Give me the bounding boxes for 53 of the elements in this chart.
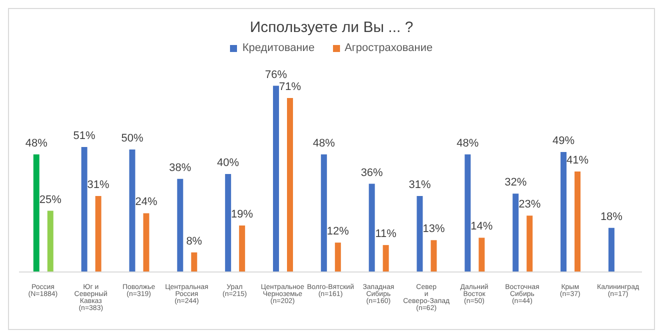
data-label: 31% — [87, 179, 110, 192]
bar — [464, 154, 471, 272]
data-label: 76% — [264, 68, 288, 81]
bar — [368, 184, 375, 272]
data-label: 41% — [566, 154, 589, 167]
data-label: 8% — [186, 235, 202, 248]
data-label: 23% — [518, 198, 541, 211]
data-label: 11% — [375, 228, 397, 240]
bar — [129, 150, 136, 272]
chart-title: Используете ли Вы ... ? — [248, 19, 414, 36]
data-label: 36% — [360, 166, 384, 179]
bar — [143, 213, 150, 272]
data-label: 48% — [25, 137, 48, 150]
data-label: 49% — [552, 134, 575, 147]
bar — [512, 194, 519, 272]
bar — [286, 98, 293, 272]
data-label: 48% — [312, 137, 336, 150]
bar — [478, 238, 485, 272]
data-label: 25% — [39, 194, 62, 206]
data-label: 51% — [73, 130, 96, 142]
data-label: 71% — [278, 81, 302, 94]
bar — [81, 147, 88, 272]
data-label: 40% — [217, 157, 240, 169]
bar — [382, 245, 389, 272]
bar — [526, 216, 533, 272]
bar — [191, 252, 198, 272]
data-label: 12% — [326, 226, 350, 238]
data-label: 18% — [600, 210, 623, 223]
data-label: 19% — [231, 208, 254, 220]
data-label: 48% — [456, 137, 479, 150]
bar — [574, 172, 581, 272]
data-label: 13% — [422, 223, 445, 236]
bar — [608, 228, 614, 272]
bar — [272, 86, 279, 272]
legend-label: Агрострахование — [344, 42, 433, 54]
data-label: 50% — [121, 132, 144, 144]
bar — [560, 152, 567, 272]
data-label: 14% — [470, 220, 493, 233]
data-label: 31% — [408, 179, 431, 192]
bar — [239, 225, 246, 272]
bar — [334, 242, 341, 272]
data-label: 24% — [135, 196, 158, 208]
legend-label: Кредитование — [241, 42, 315, 54]
bar — [33, 154, 40, 272]
bar — [430, 240, 437, 272]
data-label: 32% — [504, 176, 527, 189]
bar — [47, 210, 54, 272]
bar — [225, 174, 232, 272]
bar — [416, 196, 423, 272]
data-label: 38% — [169, 162, 192, 174]
bar — [177, 178, 184, 272]
bar — [320, 154, 327, 272]
bar — [95, 196, 102, 272]
